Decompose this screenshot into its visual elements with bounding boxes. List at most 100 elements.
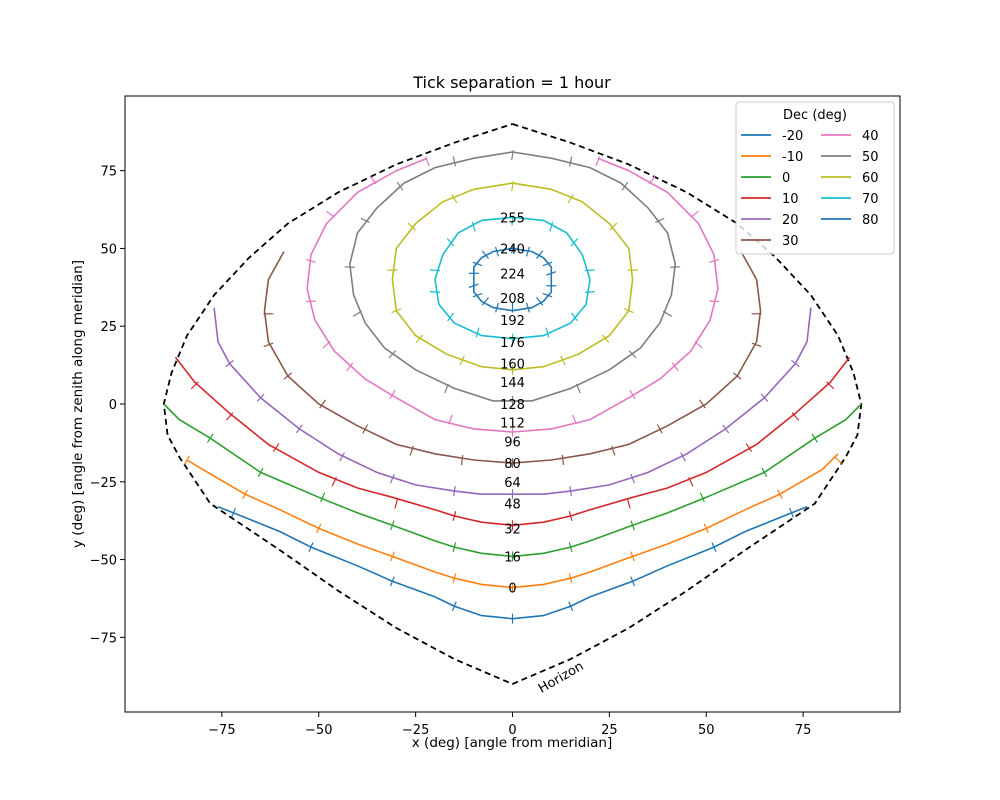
series-7-tick-13 xyxy=(360,217,370,224)
y-axis-label: y (deg) [angle from zenith along meridia… xyxy=(70,260,86,548)
series-1-tick-1 xyxy=(242,489,248,499)
series-6-tick-12 xyxy=(671,362,679,372)
series-7-tick-6 xyxy=(628,350,637,359)
series-2-tick-2 xyxy=(320,492,326,503)
series-1-tick-0 xyxy=(183,455,191,465)
series-6-tick-5 xyxy=(322,341,331,349)
series-8-tick-5 xyxy=(601,334,610,343)
y-tick-label-4: 25 xyxy=(100,320,117,335)
series-6-tick-1 xyxy=(369,175,377,185)
legend-frame xyxy=(735,101,895,255)
annotation-15: 16 xyxy=(504,550,521,565)
series-3-tick-12 xyxy=(826,381,835,390)
x-tick-label-3: 0 xyxy=(508,723,516,738)
series-6-tick-3 xyxy=(306,258,316,263)
series-1-tick-4 xyxy=(452,573,457,584)
annotation-14: 32 xyxy=(504,522,521,537)
series-9-tick-5 xyxy=(571,312,578,322)
annotation-11: 80 xyxy=(504,457,521,472)
series-7-tick-10 xyxy=(388,350,397,359)
series-5-tick-10 xyxy=(656,424,663,434)
series-4-tick-10 xyxy=(722,424,730,434)
annotation-2: 224 xyxy=(500,267,525,282)
series-0-tick-1 xyxy=(308,542,314,552)
x-axis-label: x (deg) [angle from meridian] xyxy=(412,735,612,751)
series-6-tick-16 xyxy=(690,210,699,218)
series-9-tick-0 xyxy=(511,215,514,226)
series-5-tick-3 xyxy=(319,399,326,409)
series-1-tick-6 xyxy=(568,573,573,584)
series-6-tick-4 xyxy=(305,300,317,303)
legend-label-9: 70 xyxy=(862,192,879,207)
y-tick-label-1: −50 xyxy=(90,554,117,569)
series-4-tick-3 xyxy=(339,452,345,462)
series-9-tick-8 xyxy=(475,327,480,338)
series-2-tick-8 xyxy=(699,492,705,503)
series-3-tick-9 xyxy=(688,477,694,487)
annotation-13: 48 xyxy=(504,498,521,513)
annotation-9: 112 xyxy=(500,417,525,432)
series-6-tick-6 xyxy=(346,362,354,372)
series-1-tick-3 xyxy=(390,551,395,562)
series-3-tick-10 xyxy=(745,443,753,453)
series-5-tick-9 xyxy=(611,445,616,456)
series-10-tick-1 xyxy=(526,246,530,257)
series-10-tick-7 xyxy=(536,297,544,306)
series-5-tick-6 xyxy=(460,454,464,466)
series-1-tick-7 xyxy=(630,551,635,562)
series-7-tick-12 xyxy=(344,266,355,268)
legend: Dec (deg) -20 -10 0 10 20 30 40 50 60 70 80 xyxy=(735,101,895,255)
series-6-tick-7 xyxy=(389,390,396,400)
series-5-tick-13 xyxy=(751,342,762,348)
series-6-tick-2 xyxy=(326,210,335,218)
annotation-8: 128 xyxy=(500,398,525,413)
horizon-line xyxy=(162,123,863,685)
series-10-tick-2 xyxy=(536,250,544,259)
x-tick-label-6: 75 xyxy=(795,723,812,738)
series-5-tick-5 xyxy=(409,445,414,456)
series-4-tick-11 xyxy=(760,393,769,402)
series-7-tick-0 xyxy=(511,150,514,161)
legend-label-5: 30 xyxy=(782,234,799,249)
series-6-tick-18 xyxy=(595,156,601,167)
series-4-tick-4 xyxy=(389,473,395,484)
legend-label-8: 60 xyxy=(862,171,879,186)
series-9-tick-10 xyxy=(429,291,441,293)
series-10-tick-10 xyxy=(495,302,499,313)
annotation-10: 96 xyxy=(504,435,521,450)
series-1-tick-10 xyxy=(834,456,842,464)
annotation-3: 208 xyxy=(500,292,525,307)
series-9-tick-13 xyxy=(471,221,476,232)
series-2-tick-10 xyxy=(811,433,819,443)
y-tick-label-0: −75 xyxy=(90,631,117,646)
series-8-tick-6 xyxy=(560,355,566,366)
series-3-tick-8 xyxy=(626,498,631,509)
series-10-tick-17 xyxy=(495,246,499,257)
y-tick-label-6: 75 xyxy=(100,165,117,180)
series-0-tick-3 xyxy=(451,601,457,612)
y-tick-label-3: 0 xyxy=(109,398,117,413)
legend-label-10: 80 xyxy=(862,213,879,228)
legend-label-6: 40 xyxy=(862,129,879,144)
series-10-tick-15 xyxy=(472,261,483,267)
x-tick-label-4: 25 xyxy=(601,723,618,738)
series-3-tick-2 xyxy=(272,443,280,453)
y-tick-label-5: 50 xyxy=(100,242,117,257)
chart-title: Tick separation = 1 hour xyxy=(412,73,611,92)
legend-label-3: 10 xyxy=(782,192,799,207)
series-0-tick-8 xyxy=(789,507,794,518)
series-3-tick-7 xyxy=(568,511,573,521)
series-3-tick-4 xyxy=(394,498,399,509)
annotation-16: 0 xyxy=(508,582,516,597)
series-6-tick-0 xyxy=(424,156,430,167)
x-tick-label-1: −50 xyxy=(305,723,332,738)
series-4-tick-2 xyxy=(295,424,303,434)
series-3-tick-3 xyxy=(331,477,337,487)
x-tick-label-5: 50 xyxy=(698,723,715,738)
series-2-tick-4 xyxy=(452,542,457,553)
series-4-tick-9 xyxy=(680,452,686,462)
series-7-tick-1 xyxy=(569,156,573,167)
series-2-tick-7 xyxy=(630,520,635,531)
series-7-tick-3 xyxy=(655,217,665,224)
